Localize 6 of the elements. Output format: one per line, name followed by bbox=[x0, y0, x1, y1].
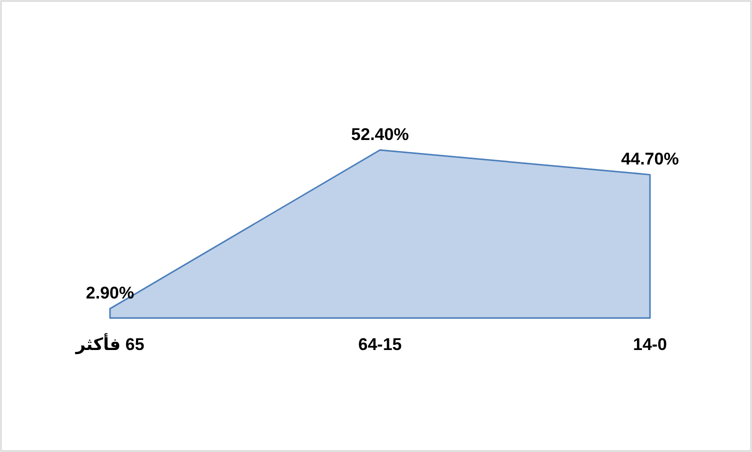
data-label: 2.90% bbox=[86, 284, 134, 303]
data-label: 44.70% bbox=[621, 150, 679, 169]
category-label: 14-0 bbox=[632, 335, 668, 354]
category-label: 65 فأكثر bbox=[76, 335, 144, 354]
data-label: 52.40% bbox=[351, 125, 409, 144]
category-label: 64-15 bbox=[358, 335, 402, 354]
